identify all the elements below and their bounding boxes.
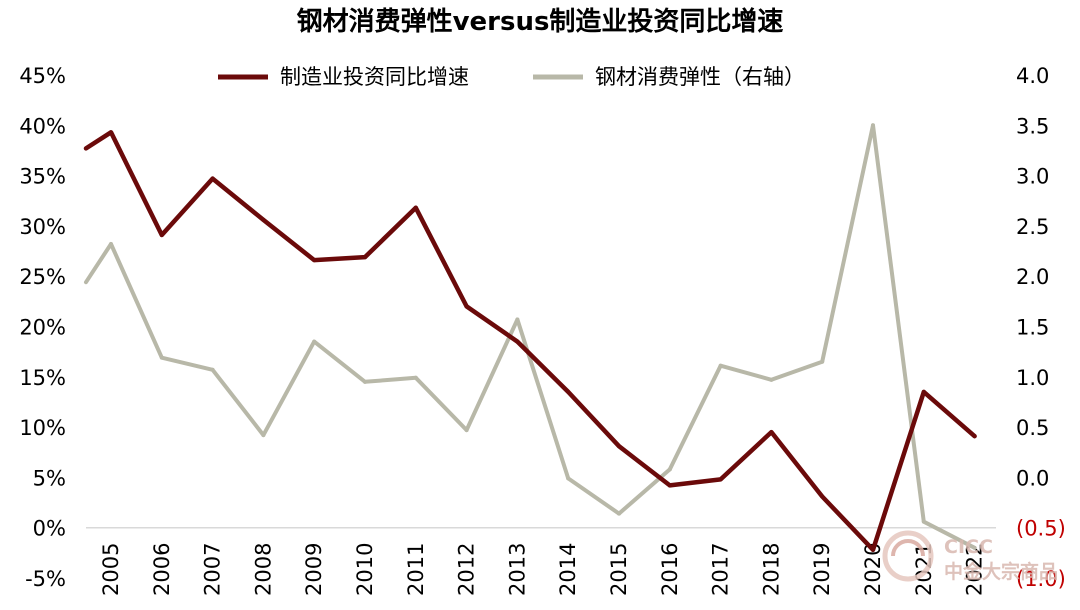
- point-steel-elasticity: [159, 355, 164, 360]
- chart-title: 钢材消费弹性versus制造业投资同比增速: [297, 6, 784, 37]
- point-manufacturing: [159, 232, 164, 237]
- left-tick-label: -5%: [25, 567, 66, 591]
- point-manufacturing: [566, 389, 571, 394]
- left-tick-label: 20%: [19, 316, 66, 340]
- right-tick-label: 2.5: [1016, 215, 1049, 239]
- point-manufacturing: [109, 130, 113, 135]
- left-tick-label: 35%: [19, 165, 66, 189]
- series-line-steel-elasticity: [84, 123, 977, 550]
- point-manufacturing: [667, 483, 672, 488]
- point-manufacturing: [312, 258, 317, 263]
- cicc-logo-arc: [891, 539, 925, 557]
- legend-label-steel-elasticity: 钢材消费弹性（右轴）: [595, 65, 805, 89]
- point-steel-elasticity: [210, 367, 215, 372]
- x-tick-label: 2014: [556, 543, 580, 596]
- x-tick-label: 2015: [607, 543, 631, 596]
- point-manufacturing: [972, 434, 977, 439]
- left-tick-label: 10%: [19, 416, 66, 440]
- left-tick-label: 45%: [19, 64, 66, 88]
- left-axis: 45% 40% 35% 30% 25% 20% 15% 10% 5% 0% -5%: [19, 64, 66, 591]
- point-manufacturing: [617, 444, 621, 449]
- x-tick-label: 2008: [251, 543, 275, 596]
- point-steel-elasticity: [667, 467, 672, 472]
- watermark-subtitle: 中金大宗商品: [944, 560, 1058, 583]
- plot-area: [83, 123, 977, 553]
- right-tick-label: 2.0: [1016, 265, 1049, 289]
- right-tick-label: 1.0: [1016, 366, 1049, 390]
- point-manufacturing: [210, 176, 215, 181]
- point-steel-elasticity: [261, 433, 266, 438]
- x-tick-label: 2005: [99, 543, 123, 596]
- point-manufacturing: [820, 494, 825, 499]
- point-steel-elasticity: [363, 379, 367, 384]
- x-tick-label: 2011: [404, 543, 428, 596]
- right-tick-label: 0.0: [1016, 466, 1049, 490]
- left-tick-label: 5%: [33, 466, 66, 490]
- point-steel-elasticity: [769, 377, 774, 382]
- series-line-manufacturing: [83, 130, 977, 553]
- legend: 制造业投资同比增速 钢材消费弹性（右轴）: [218, 65, 805, 89]
- x-tick-label: 2019: [810, 543, 834, 596]
- x-tick-label: 2016: [658, 543, 682, 596]
- left-tick-label: 25%: [19, 265, 66, 289]
- x-tick-label: 2006: [150, 543, 174, 596]
- right-tick-label: (1.0): [1016, 567, 1066, 591]
- point-manufacturing: [515, 339, 520, 344]
- point-steel-elasticity: [464, 428, 469, 433]
- right-tick-label: 1.5: [1016, 316, 1049, 340]
- right-tick-label: 0.5: [1016, 416, 1049, 440]
- point-manufacturing: [769, 430, 774, 435]
- x-tick-label: 2010: [353, 543, 377, 596]
- point-steel-elasticity: [820, 359, 825, 364]
- point-steel-elasticity: [921, 519, 926, 524]
- point-steel-elasticity: [109, 242, 113, 247]
- left-tick-label: 15%: [19, 366, 66, 390]
- legend-label-manufacturing: 制造业投资同比增速: [280, 65, 469, 89]
- x-tick-label: 2013: [505, 543, 529, 596]
- point-manufacturing: [261, 217, 266, 222]
- point-manufacturing: [718, 477, 723, 482]
- x-tick-label: 2017: [709, 543, 733, 596]
- point-manufacturing: [464, 304, 469, 309]
- point-steel-elasticity: [617, 511, 621, 516]
- x-tick-label: 2007: [201, 543, 225, 596]
- watermark-cicc: CICC: [944, 536, 993, 558]
- point-steel-elasticity: [871, 123, 875, 128]
- point-manufacturing: [871, 547, 875, 552]
- right-tick-label: 4.0: [1016, 64, 1049, 88]
- right-tick-label: 3.0: [1016, 165, 1049, 189]
- point-manufacturing: [413, 205, 418, 210]
- right-tick-label: (0.5): [1016, 517, 1066, 541]
- x-tick-label: 2022: [963, 543, 987, 596]
- x-tick-label: 2012: [455, 543, 479, 596]
- point-steel-elasticity: [566, 476, 571, 481]
- point-steel-elasticity: [413, 375, 418, 380]
- left-tick-label: 40%: [19, 114, 66, 138]
- left-tick-label: 0%: [33, 517, 66, 541]
- point-steel-elasticity: [312, 339, 317, 344]
- x-axis: 2005 2006 2007 2008 2009 2010 2011 2012 2013 2014…: [99, 543, 987, 596]
- watermark: CICC 中金大宗商品: [882, 530, 1058, 583]
- point-steel-elasticity: [515, 317, 520, 322]
- x-tick-label: 2018: [759, 543, 783, 596]
- point-steel-elasticity: [972, 545, 977, 550]
- left-tick-label: 30%: [19, 215, 66, 239]
- x-tick-label: 2009: [302, 543, 326, 596]
- point-manufacturing: [363, 255, 367, 260]
- right-axis: 4.0 3.5 3.0 2.5 2.0 1.5 1.0 0.5 0.0 (0.5) (1.0): [1016, 64, 1066, 591]
- point-steel-elasticity: [718, 363, 723, 368]
- cicc-logo-icon: [882, 530, 934, 582]
- right-tick-label: 3.5: [1016, 114, 1049, 138]
- point-manufacturing: [921, 389, 926, 394]
